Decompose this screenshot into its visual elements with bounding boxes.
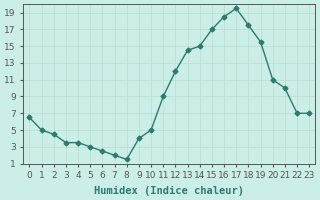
X-axis label: Humidex (Indice chaleur): Humidex (Indice chaleur) [94, 186, 244, 196]
